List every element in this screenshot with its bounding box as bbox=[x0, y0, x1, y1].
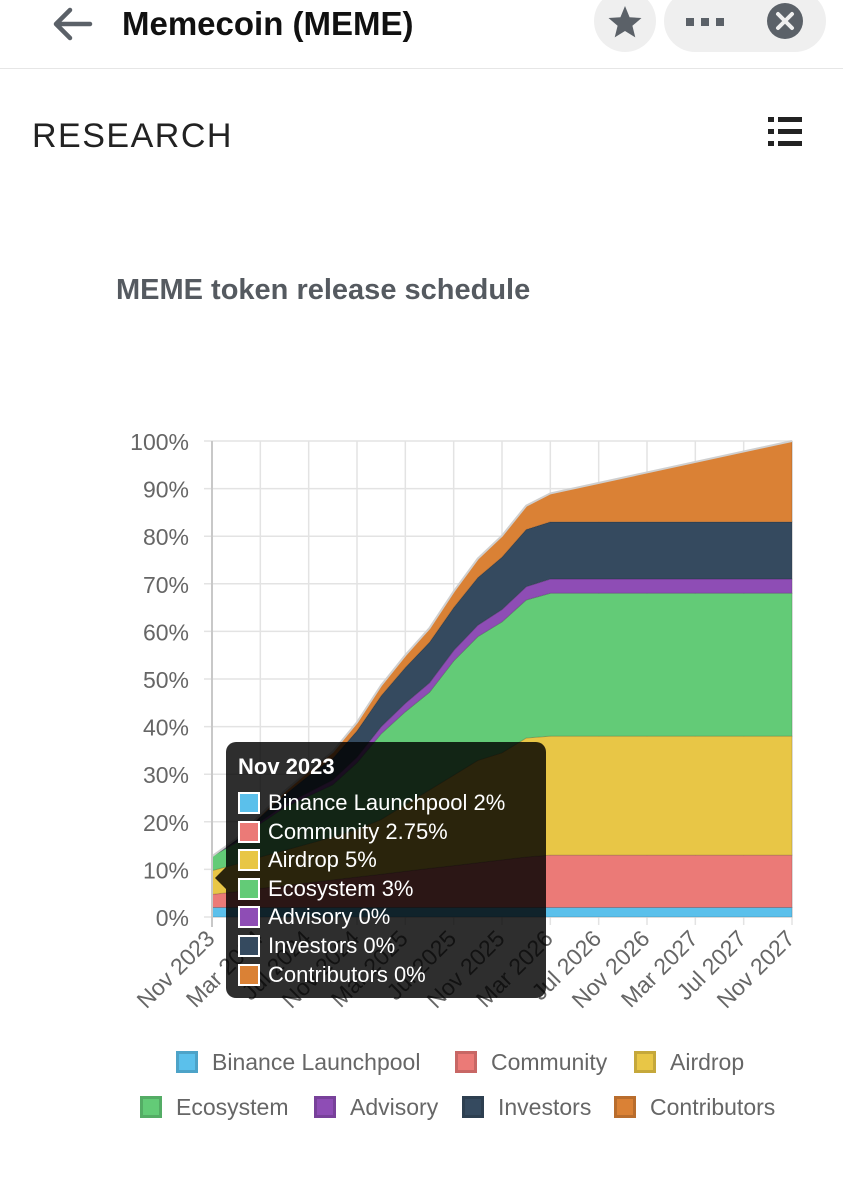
y-tick-label: 100% bbox=[130, 429, 189, 455]
top-bar: Memecoin (MEME) bbox=[0, 0, 843, 69]
tooltip-row-label: Investors 0% bbox=[268, 933, 396, 958]
section-heading: RESEARCH bbox=[32, 117, 233, 155]
y-tick-label: 50% bbox=[143, 667, 189, 693]
favorite-button[interactable] bbox=[594, 0, 656, 52]
tooltip-row-label: Ecosystem 3% bbox=[268, 875, 414, 901]
legend-swatch bbox=[176, 1051, 198, 1073]
y-tick-label: 30% bbox=[143, 762, 189, 788]
legend-item-contributors[interactable]: Contributors bbox=[614, 1092, 775, 1122]
legend-label: Ecosystem bbox=[176, 1093, 289, 1120]
tooltip-title: Nov 2023 bbox=[238, 754, 335, 779]
tooltip-row: Binance Launchpool 2% bbox=[238, 789, 505, 817]
tooltip-row-label: Binance Launchpool 2% bbox=[268, 790, 506, 815]
legend-label: Binance Launchpool bbox=[212, 1048, 421, 1075]
legend-label: Advisory bbox=[350, 1093, 439, 1120]
ellipsis-icon bbox=[686, 18, 724, 26]
star-icon bbox=[608, 6, 642, 38]
legend-item-airdrop[interactable]: Airdrop bbox=[634, 1047, 744, 1077]
legend-item-advisory[interactable]: Advisory bbox=[314, 1092, 438, 1122]
back-button[interactable] bbox=[48, 2, 96, 46]
y-tick-label: 40% bbox=[143, 715, 189, 741]
y-tick-label: 10% bbox=[143, 857, 189, 883]
tooltip-row: Investors 0% bbox=[238, 932, 395, 960]
y-tick-label: 70% bbox=[143, 572, 189, 598]
legend-swatch bbox=[140, 1096, 162, 1118]
y-tick-label: 20% bbox=[143, 810, 189, 836]
tooltip-swatch bbox=[238, 935, 260, 957]
legend-item-investors[interactable]: Investors bbox=[462, 1092, 591, 1122]
tooltip-swatch bbox=[238, 963, 260, 986]
menu-button[interactable] bbox=[766, 113, 804, 151]
tooltip-row-label: Contributors 0% bbox=[268, 961, 426, 987]
page-title: Memecoin (MEME) bbox=[122, 5, 414, 42]
legend-label: Community bbox=[491, 1048, 608, 1075]
legend-label: Contributors bbox=[650, 1093, 776, 1120]
y-tick-label: 80% bbox=[143, 524, 189, 550]
legend-swatch bbox=[614, 1096, 636, 1118]
tooltip-row-label: Airdrop 5% bbox=[268, 847, 377, 873]
chart-tooltip: Nov 2023 Binance Launchpool 2% Community … bbox=[215, 742, 546, 998]
tooltip-row: Ecosystem 3% bbox=[238, 875, 414, 903]
tooltip-swatch bbox=[238, 906, 260, 929]
tooltip-swatch bbox=[238, 792, 260, 814]
legend-item-binance-launchpool[interactable]: Binance Launchpool bbox=[176, 1047, 420, 1077]
tooltip-row: Advisory 0% bbox=[238, 903, 390, 931]
y-tick-label: 0% bbox=[156, 905, 189, 931]
action-pill bbox=[664, 0, 826, 52]
chart-title: MEME token release schedule bbox=[116, 274, 531, 306]
tooltip-row: Airdrop 5% bbox=[238, 846, 377, 874]
legend-item-community[interactable]: Community bbox=[455, 1047, 607, 1077]
legend-label: Airdrop bbox=[670, 1048, 745, 1075]
tooltip-row: Contributors 0% bbox=[238, 961, 426, 989]
legend-swatch bbox=[634, 1051, 656, 1073]
tooltip-swatch bbox=[238, 820, 260, 843]
y-tick-label: 60% bbox=[143, 619, 189, 645]
more-button[interactable] bbox=[664, 0, 748, 52]
tooltip-row-label: Community 2.75% bbox=[268, 818, 448, 844]
legend-swatch bbox=[314, 1096, 336, 1118]
tooltip-caret bbox=[215, 867, 226, 889]
list-icon bbox=[768, 117, 802, 146]
tooltip-swatch bbox=[238, 877, 260, 900]
close-button[interactable] bbox=[756, 0, 818, 52]
legend-label: Investors bbox=[498, 1093, 592, 1120]
tooltip-row-label: Advisory 0% bbox=[268, 904, 391, 930]
y-tick-label: 90% bbox=[143, 477, 189, 503]
legend-swatch bbox=[455, 1051, 477, 1073]
tooltip-row: Community 2.75% bbox=[238, 818, 448, 846]
arrow-left-icon bbox=[53, 7, 93, 41]
legend-item-ecosystem[interactable]: Ecosystem bbox=[140, 1092, 288, 1122]
legend-swatch bbox=[462, 1096, 484, 1118]
close-circle-icon bbox=[767, 3, 803, 39]
tooltip-swatch bbox=[238, 849, 260, 872]
